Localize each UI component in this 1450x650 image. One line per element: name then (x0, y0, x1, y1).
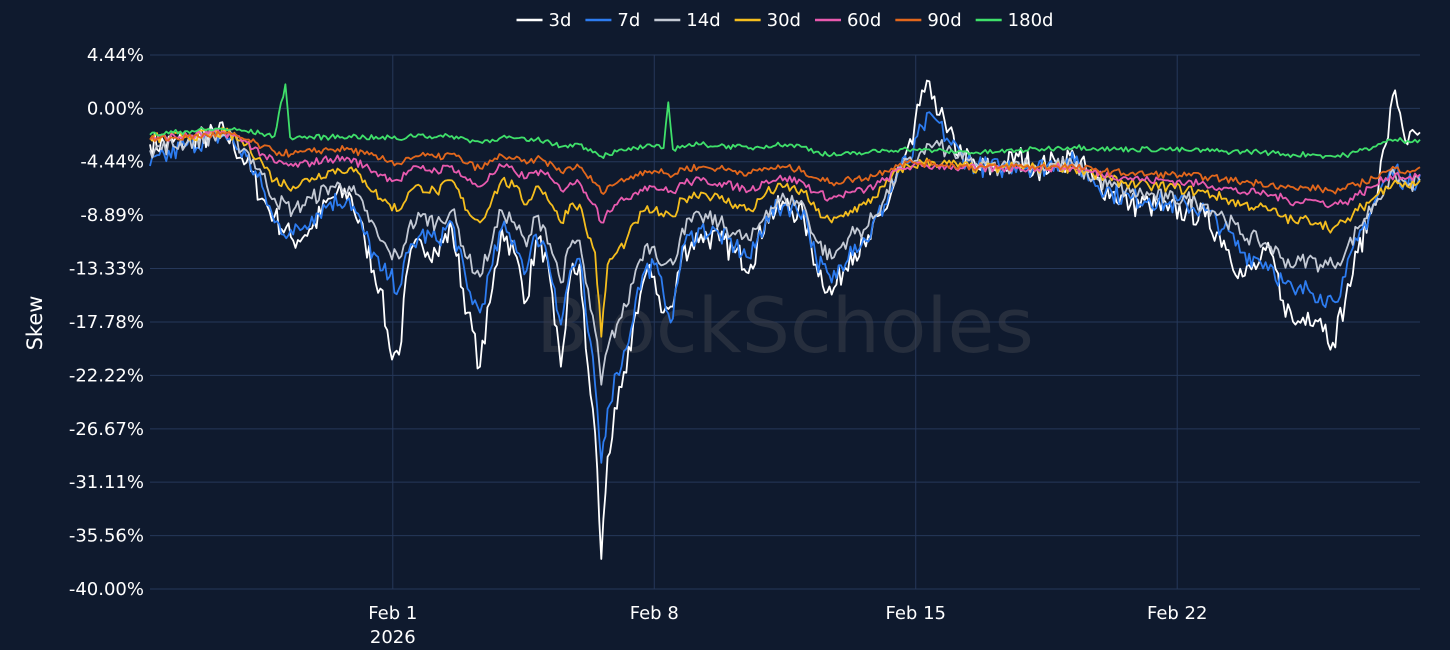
x-tick-label: Feb 8 (630, 603, 679, 624)
x-tick-sublabel: 2026 (370, 627, 416, 648)
series-line-30d (149, 126, 1421, 338)
legend-label: 60d (847, 10, 881, 31)
y-tick-label: -35.56% (69, 526, 144, 547)
legend: 3d 7d 14d 30d 60d 90d 180d (516, 10, 1054, 31)
y-axis-ticks: 4.44% 0.00% -4.44% -8.89% -13.33% -17.78% -22.… (69, 45, 144, 600)
series-line-60d (149, 128, 1421, 224)
x-tick-label: Feb 15 (885, 603, 946, 624)
y-tick-label: -8.89% (80, 205, 144, 226)
y-tick-label: -40.00% (69, 579, 144, 600)
y-tick-label: -31.11% (69, 472, 144, 493)
series-line-180d (149, 83, 1421, 159)
y-tick-label: -26.67% (69, 419, 144, 440)
y-axis-title: Skew (23, 296, 47, 351)
y-tick-label: -22.22% (69, 365, 144, 386)
y-tick-label: -17.78% (69, 312, 144, 333)
y-tick-label: 0.00% (87, 98, 144, 119)
series-line-14d (149, 129, 1421, 386)
y-tick-label: -13.33% (69, 259, 144, 280)
x-tick-label: Feb 22 (1147, 603, 1208, 624)
x-axis-ticks: Feb 1 2026 Feb 8 Feb 15 Feb 22 (368, 603, 1207, 648)
legend-label: 3d (549, 10, 572, 31)
legend-label: 180d (1008, 10, 1054, 31)
series-lines (149, 79, 1421, 560)
x-tick-label: Feb 1 (368, 603, 417, 624)
legend-label: 14d (686, 10, 720, 31)
grid-lines (150, 54, 1420, 590)
y-tick-label: 4.44% (87, 45, 144, 66)
legend-label: 7d (617, 10, 640, 31)
legend-label: 30d (767, 10, 801, 31)
legend-label: 90d (927, 10, 961, 31)
series-line-90d (149, 130, 1421, 195)
watermark-text: BlockScholes (536, 281, 1034, 370)
y-tick-label: -4.44% (80, 152, 144, 173)
